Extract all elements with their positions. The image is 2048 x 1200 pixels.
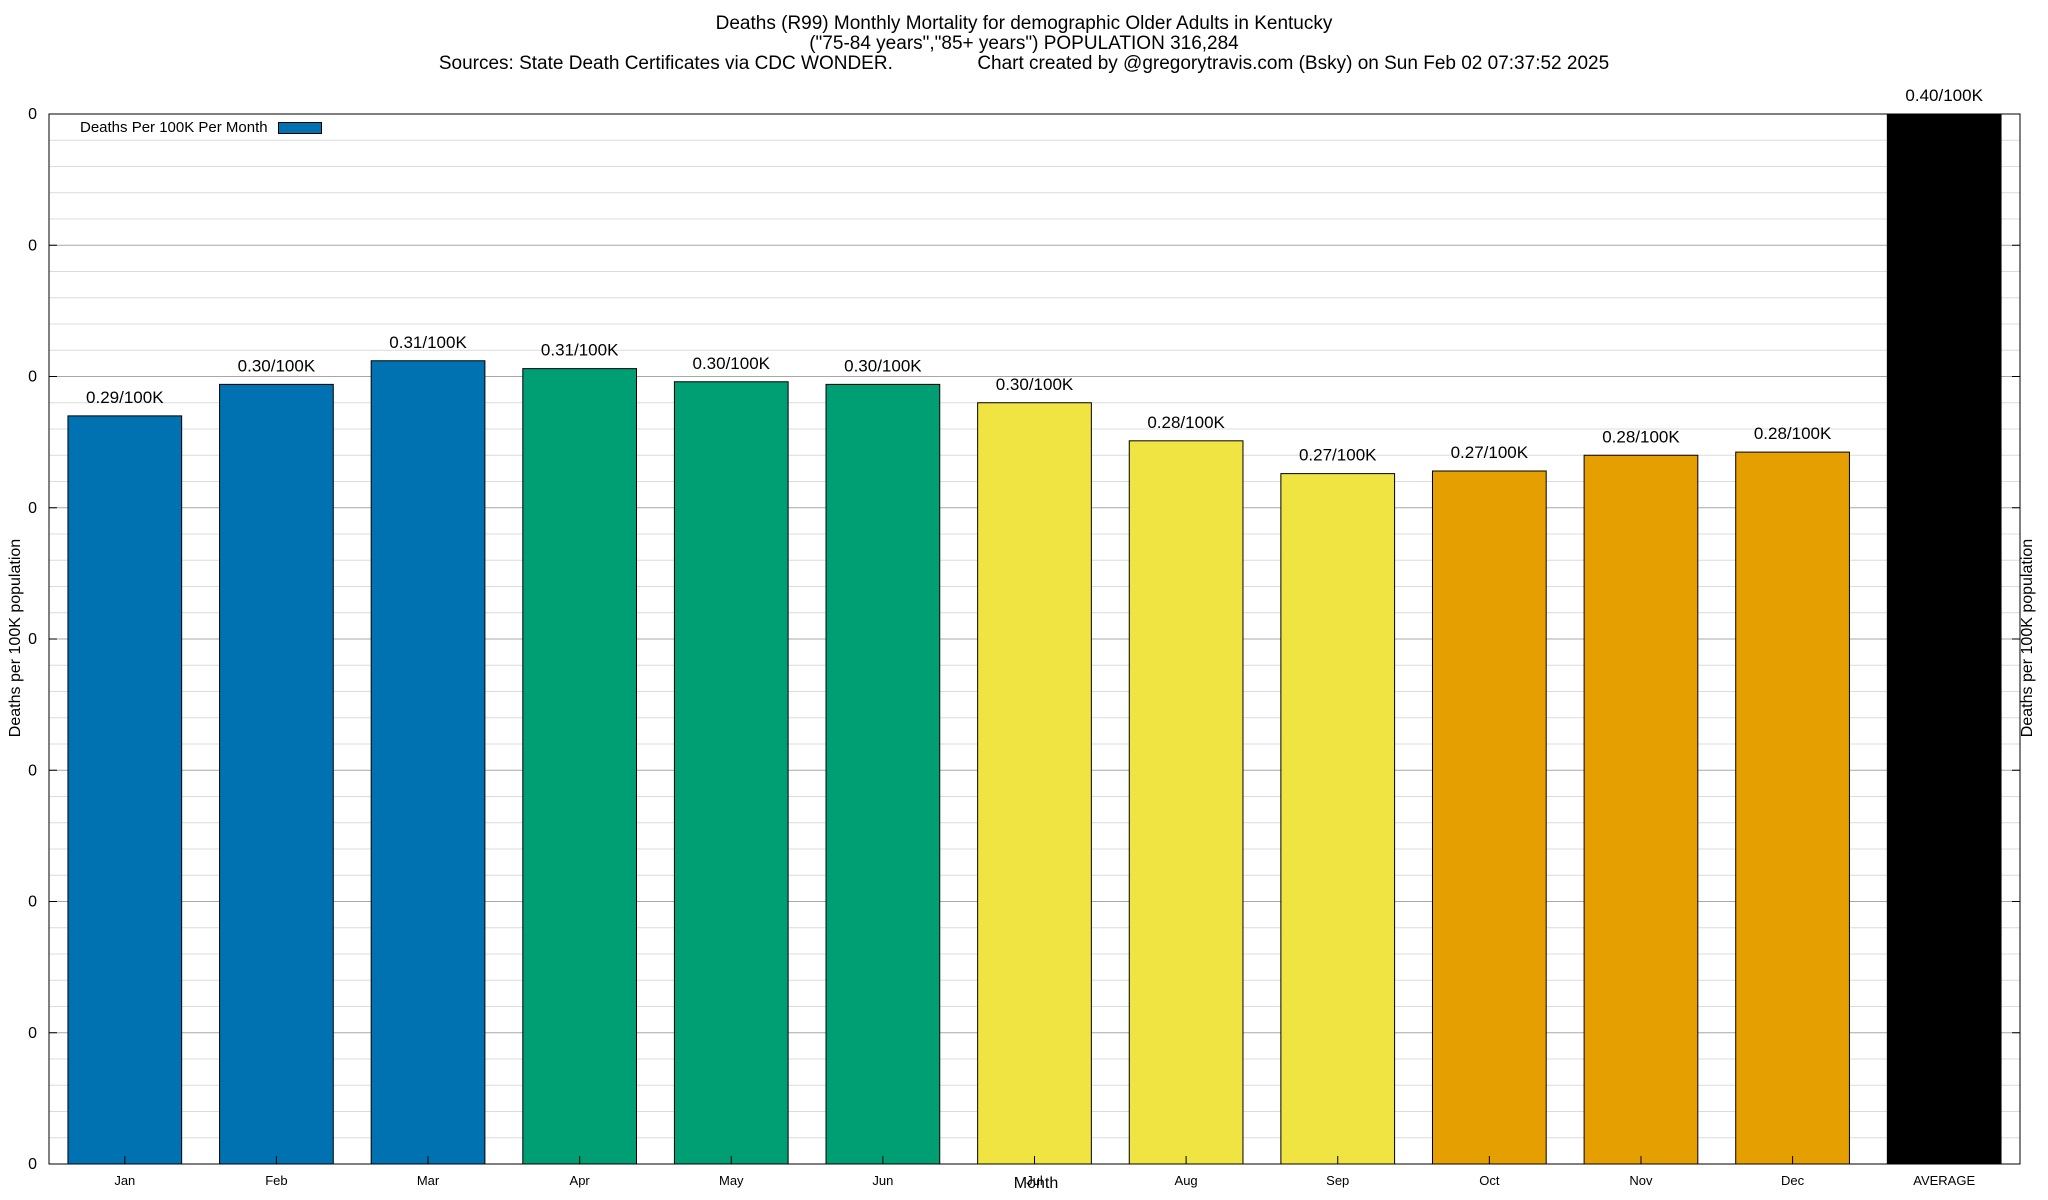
bar-average — [1886, 113, 2002, 1165]
bar-may — [673, 381, 789, 1165]
y-axis-label-left: Deaths per 100K population — [7, 538, 24, 738]
x-tick-label: Aug — [1175, 1173, 1198, 1188]
y-tick-label: 0 — [28, 762, 37, 779]
y-tick-label: 0 — [28, 1025, 37, 1042]
y-tick-label: 0 — [28, 500, 37, 517]
legend-swatch — [277, 121, 322, 134]
x-tick-label: Nov — [1629, 1173, 1653, 1188]
bar-value-label: 0.30/100K — [844, 356, 922, 375]
bar-value-label: 0.30/100K — [693, 354, 771, 373]
x-tick-label: Jan — [114, 1173, 135, 1188]
y-tick-label: 0 — [28, 1156, 37, 1173]
chart-legend: Deaths Per 100K Per Month — [80, 119, 322, 136]
bar-value-label: 0.28/100K — [1754, 424, 1832, 443]
chart-title-block: Deaths (R99) Monthly Mortality for demog… — [0, 14, 2048, 74]
x-tick-label: Oct — [1479, 1173, 1500, 1188]
bar-sep — [1280, 473, 1396, 1165]
x-tick-label: Jul — [1026, 1173, 1043, 1188]
y-tick-label: 0 — [28, 237, 37, 254]
bar-value-label: 0.30/100K — [996, 375, 1074, 394]
bar-value-label: 0.31/100K — [389, 333, 467, 352]
bar-value-label: 0.29/100K — [86, 388, 164, 407]
x-tick-label: AVERAGE — [1913, 1173, 1975, 1188]
bar-value-label: 0.30/100K — [238, 356, 316, 375]
y-axis-label-right: Deaths per 100K population — [2019, 538, 2036, 738]
x-tick-label: Mar — [417, 1173, 440, 1188]
bar-aug — [1128, 440, 1244, 1165]
bar-oct — [1431, 470, 1547, 1165]
chart-subtitle: ("75-84 years","85+ years") POPULATION 3… — [809, 33, 1239, 54]
bar-apr — [522, 368, 638, 1165]
x-tick-label: Jun — [872, 1173, 893, 1188]
x-tick-label: Dec — [1781, 1173, 1805, 1188]
bar-mar — [370, 360, 486, 1165]
bar-value-label: 0.28/100K — [1602, 427, 1680, 446]
bar-value-label: 0.27/100K — [1299, 446, 1377, 465]
bar-dec — [1735, 451, 1850, 1165]
y-tick-label: 0 — [28, 106, 37, 123]
chart-title: Deaths (R99) Monthly Mortality for demog… — [715, 13, 1333, 34]
bar-value-label: 0.40/100K — [1905, 86, 1983, 105]
bar-jan — [67, 415, 183, 1165]
plot-frame — [48, 113, 2021, 1165]
x-tick-label: May — [719, 1173, 744, 1188]
y-tick-label: 0 — [28, 631, 37, 648]
x-tick-label: Sep — [1326, 1173, 1349, 1188]
x-tick-label: Apr — [570, 1173, 591, 1188]
y-tick-label: 0 — [28, 894, 37, 911]
bar-value-label: 0.31/100K — [541, 341, 619, 360]
bar-jun — [825, 383, 941, 1165]
bar-feb — [219, 383, 334, 1165]
bar-value-label: 0.27/100K — [1451, 443, 1529, 462]
legend-label: Deaths Per 100K Per Month — [80, 119, 268, 136]
chart-sources: Sources: State Death Certificates via CD… — [438, 53, 1610, 74]
bar-nov — [1583, 454, 1699, 1165]
x-axis-label: Month — [1013, 1175, 1059, 1192]
y-tick-label: 0 — [28, 369, 37, 386]
x-tick-label: Feb — [265, 1173, 287, 1188]
bar-value-label: 0.28/100K — [1147, 413, 1225, 432]
bar-jul — [977, 402, 1092, 1165]
